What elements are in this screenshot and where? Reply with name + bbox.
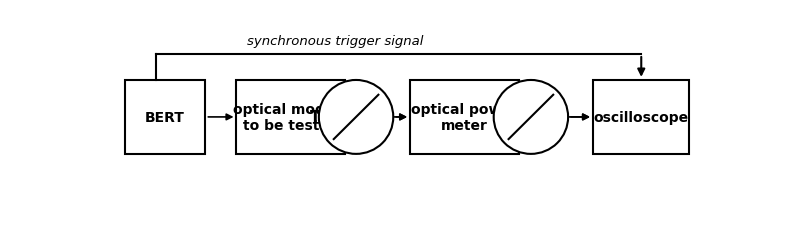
Bar [237, 80, 345, 154]
Ellipse shape [319, 81, 394, 154]
Bar [410, 80, 518, 154]
Text: synchronous trigger signal: synchronous trigger signal [247, 35, 424, 48]
Ellipse shape [494, 81, 568, 154]
Text: Tx: Tx [310, 110, 330, 125]
Bar [593, 80, 689, 154]
Bar [125, 80, 206, 154]
Text: optical power
meter: optical power meter [411, 102, 518, 132]
Text: oscilloscope: oscilloscope [594, 110, 689, 124]
Text: BERT: BERT [145, 110, 185, 124]
Text: optical module
to be tested: optical module to be tested [233, 102, 349, 132]
